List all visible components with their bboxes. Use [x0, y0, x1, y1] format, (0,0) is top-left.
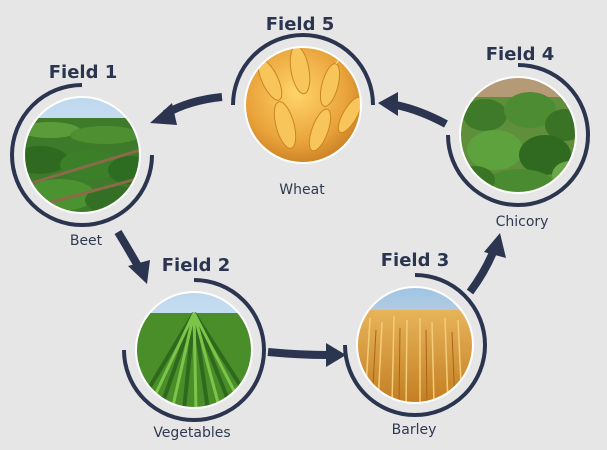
arrow-field4-to-field5 — [395, 101, 448, 128]
field3-title: Field 3 — [380, 250, 450, 271]
cycle-arrows — [114, 92, 506, 367]
arrow-field3-to-field4 — [466, 248, 498, 295]
field1-node — [10, 83, 154, 227]
field1-title: Field 1 — [48, 62, 118, 83]
field5-node — [231, 33, 375, 164]
arrow-head-field3 — [326, 343, 346, 367]
field1-crop-label: Beet — [69, 233, 103, 249]
beet-crop-photo — [24, 97, 140, 213]
arrow-head-field4 — [484, 233, 506, 258]
field3-crop-label: Barley — [391, 422, 437, 438]
field3-node — [343, 273, 487, 417]
field4-crop-label: Chicory — [495, 214, 549, 230]
arrow-field2-to-field3 — [267, 348, 329, 359]
field2-title: Field 2 — [161, 255, 231, 276]
wheat-ears-photo — [245, 47, 361, 163]
field2-crop-label: Vegetables — [153, 425, 231, 441]
arrow-head-field1 — [150, 103, 177, 125]
arrow-head-field5 — [378, 92, 398, 116]
field2-node — [122, 278, 266, 422]
field5-title: Field 5 — [265, 14, 335, 35]
field4-title: Field 4 — [485, 44, 555, 65]
field4-node — [446, 63, 590, 207]
field5-crop-label: Wheat — [279, 182, 325, 198]
arrow-field1-to-field2 — [114, 229, 142, 268]
arrow-head-field2 — [128, 260, 150, 284]
